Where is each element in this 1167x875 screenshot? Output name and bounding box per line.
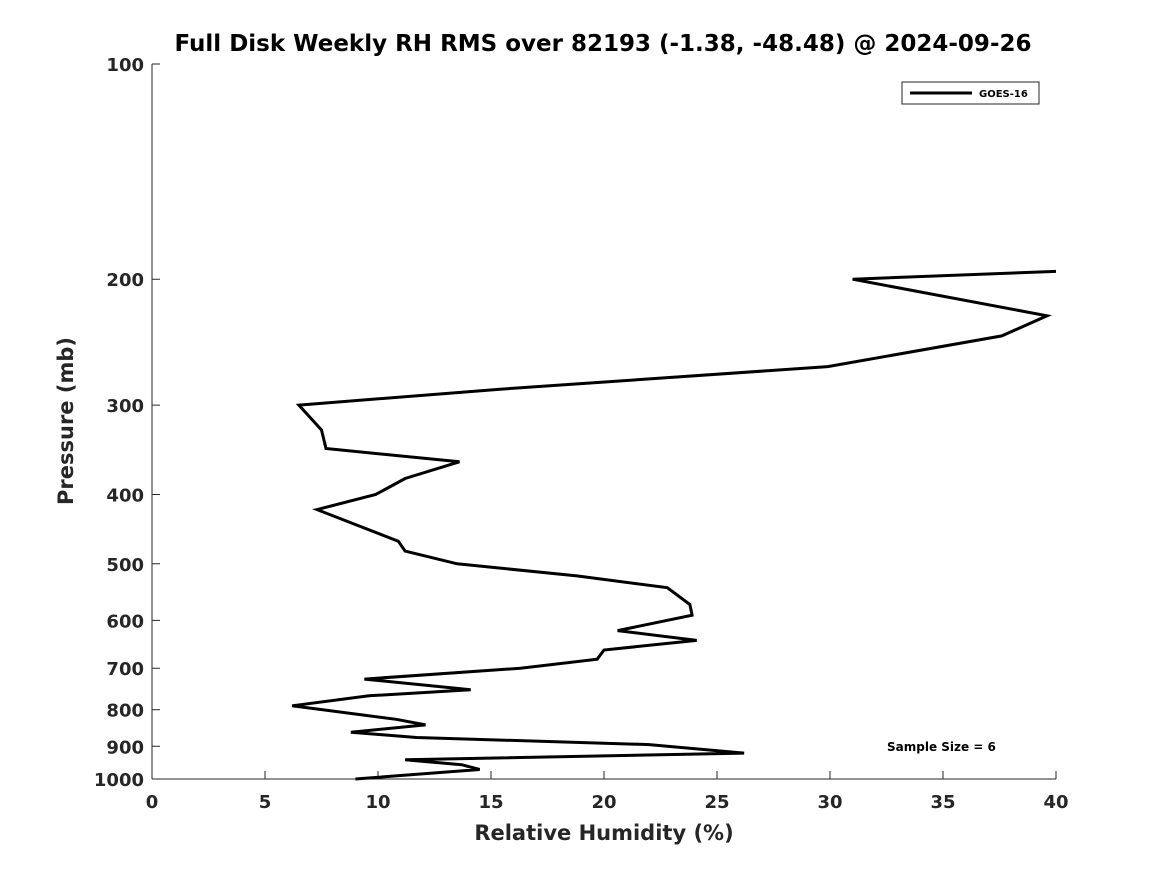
y-tick-label: 900 [106, 737, 144, 758]
series-line-goes-16 [291, 269, 1057, 781]
x-tick-label: 0 [146, 792, 159, 813]
sample-size-annotation: Sample Size = 6 [887, 740, 996, 754]
y-axis-label: Pressure (mb) [54, 337, 78, 505]
y-tick-label: 600 [106, 611, 144, 632]
plot-area [152, 64, 1056, 779]
x-tick-label: 30 [817, 792, 842, 813]
axis-ticks: 0 5 10 15 20 25 30 35 40 100 200 300 400 500 600 700 800… [94, 55, 1069, 813]
chart-title: Full Disk Weekly RH RMS over 82193 (-1.3… [174, 31, 1031, 57]
legend: GOES-16 [901, 81, 1040, 105]
legend-label-goes16: GOES-16 [979, 89, 1028, 100]
y-tick-label: 800 [106, 701, 144, 722]
x-axis-label: Relative Humidity (%) [474, 821, 733, 845]
y-tick-label: 400 [106, 485, 144, 506]
x-tick-label: 10 [365, 792, 390, 813]
y-tick-label: 200 [106, 270, 144, 291]
y-tick-label: 1000 [94, 770, 144, 791]
series-group [291, 269, 1057, 781]
x-tick-label: 40 [1043, 792, 1068, 813]
y-tick-label: 500 [106, 555, 144, 576]
y-tick-label: 300 [106, 396, 144, 417]
y-tick-label: 700 [106, 659, 144, 680]
x-tick-label: 35 [930, 792, 955, 813]
x-tick-label: 25 [704, 792, 729, 813]
y-tick-label: 100 [106, 55, 144, 76]
x-tick-label: 15 [478, 792, 503, 813]
x-tick-label: 5 [259, 792, 272, 813]
x-tick-label: 20 [591, 792, 616, 813]
